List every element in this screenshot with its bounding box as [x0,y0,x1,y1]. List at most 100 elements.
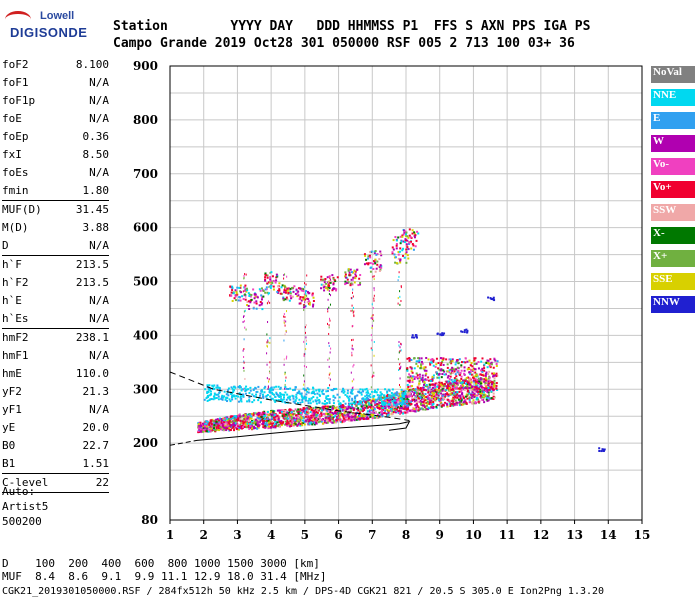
echo-point [337,414,340,417]
echo-point [316,396,319,399]
echo-point [335,387,338,390]
echo-point [377,396,380,399]
echo-point [243,289,246,292]
echo-point [436,332,439,335]
echo-point [475,382,478,385]
echo-point [324,416,327,419]
echo-point [478,380,481,383]
echo-point [393,401,396,404]
echo-point [445,389,448,392]
echo-point [280,292,283,295]
echo-point [400,396,403,399]
echo-point [329,384,331,387]
echo-point [310,409,313,412]
echo-point [392,239,395,242]
echo-point [210,419,213,422]
echo-point [415,396,418,399]
echo-point [429,361,432,364]
echo-point [387,413,390,416]
echo-point [405,404,408,407]
echo-point [398,396,401,399]
echo-point [478,378,481,381]
echo-point [245,388,247,391]
echo-point [491,388,494,391]
echo-point [460,388,463,391]
echo-point [432,394,435,397]
echo-point [295,397,298,400]
echo-point [413,410,416,413]
echo-point [367,263,370,266]
echo-point [239,284,242,287]
x-tick-label: 1 [166,528,174,542]
echo-point [290,297,293,300]
echo-point [268,422,271,425]
echo-point [270,413,273,416]
echo-point [303,395,306,398]
echo-point [224,398,227,401]
echo-point [452,383,455,386]
echo-point [198,431,201,434]
echo-point [243,369,245,372]
echo-point [373,289,375,292]
echo-point [228,420,231,423]
echo-point [408,381,411,384]
echo-point [247,300,250,303]
echo-point [271,393,274,396]
echo-point [416,230,419,233]
echo-point [305,348,307,351]
echo-point [398,393,401,396]
echo-point [327,420,330,423]
echo-point [484,394,487,397]
echo-point [242,414,245,417]
echo-point [197,427,200,430]
echo-point [470,381,473,384]
echo-point [476,378,479,381]
echo-point [271,409,274,412]
echo-point [452,400,455,403]
echo-point [455,375,458,378]
echo-point [304,419,307,422]
echo-point [322,393,325,396]
echo-point [488,390,491,393]
param-row: foEp 0.36 [2,128,109,146]
echo-point [315,408,318,411]
echo-point [379,398,382,401]
echo-point [454,387,457,390]
echo-point [454,399,457,402]
echo-point [401,391,404,394]
echo-point [420,390,423,393]
echo-point [283,277,285,280]
echo-point [460,369,463,372]
echo-point [272,411,275,414]
echo-point [233,297,236,300]
echo-point [328,373,330,376]
echo-point [327,284,330,287]
echo-point [265,286,268,289]
echo-point [402,398,405,401]
echo-point [337,408,340,411]
echo-point [445,385,448,388]
echo-point [425,372,428,375]
echo-point [255,302,258,305]
echo-point [234,295,237,298]
echo-point [209,430,212,433]
echo-point [413,391,416,394]
echo-point [346,392,349,395]
echo-point [356,416,359,419]
echo-point [344,406,347,409]
echo-point [363,263,366,266]
echo-point [367,398,370,401]
echo-point [477,400,480,403]
echo-point [223,426,226,429]
echo-point [381,415,384,418]
echo-point [229,400,232,403]
echo-point [353,310,355,313]
echo-point [275,417,278,420]
echo-point [325,282,328,285]
echo-point [360,409,363,412]
echo-point [236,427,239,430]
echo-point [383,405,386,408]
echo-point [413,357,416,360]
echo-point [221,394,224,397]
echo-point [279,422,282,425]
